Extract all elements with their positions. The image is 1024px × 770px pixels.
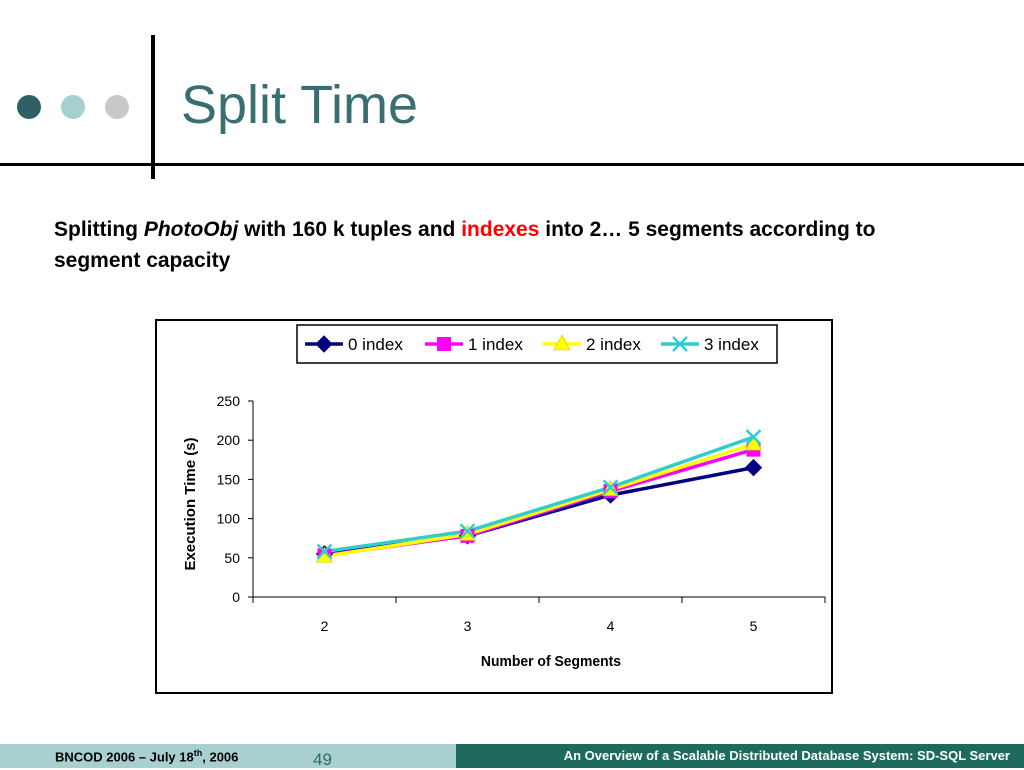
subtitle-part-5: into 2… 5 segments according to segment …	[54, 218, 876, 272]
data-point-series-3	[316, 543, 333, 560]
legend-swatch-marker-0	[315, 335, 333, 353]
subtitle-part-3: with 160 k tuples and	[238, 218, 462, 241]
chart-frame: 0 50 100 150 200 250 2 3 4 5 Number of Segments Exe…	[155, 319, 833, 694]
marker-x-stroke	[602, 479, 619, 496]
legend-entry-label: 3 index	[704, 335, 759, 354]
slide-subtitle: Splitting PhotoObj with 160 k tuples and…	[54, 214, 954, 276]
x-axis-title: Number of Segments	[481, 654, 621, 671]
decor-dot-gray	[105, 95, 129, 119]
legend-entry-label: 0 index	[348, 335, 403, 354]
footer-presentation-title: An Overview of a Scalable Distributed Da…	[563, 748, 1010, 763]
footer-page-number: 49	[313, 750, 332, 769]
legend-swatch-marker-2	[553, 334, 571, 351]
footer-left-band	[0, 744, 456, 768]
footer-date-prefix: BNCOD 2006 – July 18	[55, 749, 194, 765]
data-point-series-3	[602, 479, 619, 496]
series-line-2	[324, 442, 755, 558]
footer-date: BNCOD 2006 – July 18th, 2006	[55, 748, 238, 764]
legend-entry-label: 2 index	[586, 335, 641, 354]
legend-swatch-marker-3	[672, 336, 688, 352]
decor-dot-dark	[17, 95, 41, 119]
marker-x-stroke	[459, 523, 476, 540]
marker-x-stroke	[316, 543, 333, 560]
footer-date-sup: th	[193, 748, 203, 758]
data-point-series-3	[745, 429, 762, 445]
legend-entry-label: 1 index	[468, 335, 523, 354]
header-vertical-divider	[151, 35, 155, 179]
x-tick-label: 5	[750, 618, 758, 634]
x-tick-label: 4	[607, 618, 615, 634]
y-tick-label: 0	[232, 589, 240, 605]
subtitle-part-indexes: indexes	[461, 218, 540, 241]
y-axis-title: Execution Time (s)	[182, 437, 199, 570]
x-tick-label: 3	[464, 618, 472, 634]
marker-x-stroke	[672, 336, 688, 352]
series-line-3	[324, 435, 755, 554]
data-point-series-3	[459, 523, 476, 540]
data-point-series-0	[744, 458, 763, 477]
marker-x-stroke	[745, 429, 762, 445]
decor-dot-teal	[61, 95, 85, 119]
header-horizontal-divider	[0, 163, 1024, 166]
x-tick-label: 2	[321, 618, 329, 634]
subtitle-part-1: Splitting	[54, 218, 144, 241]
footer-right-band	[456, 744, 1024, 768]
slide-title: Split Time	[181, 75, 419, 135]
y-tick-label: 50	[224, 550, 240, 566]
footer-date-suffix: , 2006	[202, 749, 239, 765]
legend-swatch-marker-1	[437, 337, 451, 351]
y-tick-label: 250	[217, 393, 241, 409]
y-tick-label: 100	[217, 511, 241, 527]
y-tick-label: 200	[217, 432, 241, 448]
line-chart: 0 50 100 150 200 250 2 3 4 5 Number of Segments Exe…	[182, 324, 826, 671]
y-tick-label: 150	[217, 471, 241, 487]
subtitle-part-photoobj: PhotoObj	[143, 218, 239, 241]
